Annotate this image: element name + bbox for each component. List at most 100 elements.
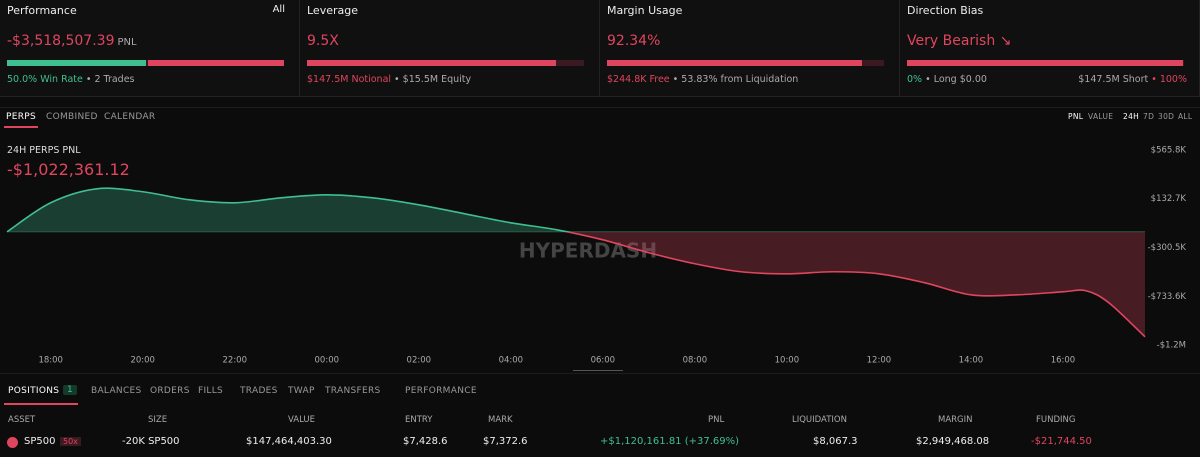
cell: +$1,120,161.81 (+37.69%)	[600, 436, 740, 447]
x-tick-label: 16:00	[1051, 356, 1076, 366]
scroll-indicator	[573, 370, 623, 371]
positions-tab[interactable]: PERFORMANCE	[405, 386, 477, 396]
x-tick-label: 18:00	[38, 356, 63, 366]
cell: $2,949,468.08	[916, 436, 990, 447]
pnl-area	[7, 188, 1145, 337]
positions-tab[interactable]: FILLS	[198, 386, 224, 396]
tab-underline	[4, 126, 38, 128]
x-tick-label: 06:00	[591, 356, 616, 366]
y-tick-label: -$300.5K	[1148, 243, 1187, 253]
metric-toggle[interactable]: VALUE	[1088, 112, 1114, 121]
summary-card: Performance All -$3,518,507.39 PNL 50.0% Win…	[0, 0, 300, 97]
summary-card: Leverage 9.5X $147.5M Notional • $15.5M Equ…	[300, 0, 600, 97]
cell: -20K SP500	[122, 436, 180, 447]
stat: $147.5M Notional	[307, 74, 392, 85]
progress-fill	[607, 60, 862, 66]
column-header[interactable]: MARGIN	[938, 415, 973, 425]
card-value: -$3,518,507.39 PNL	[7, 33, 137, 49]
card-value: 9.5X	[307, 33, 339, 49]
x-tick-label: 12:00	[867, 356, 892, 366]
card-unit: PNL	[117, 37, 137, 48]
chart-tab[interactable]: COMBINED	[46, 112, 98, 122]
positions-tab[interactable]: ORDERS	[150, 386, 190, 396]
progress-bar	[307, 60, 584, 66]
cell: SP500	[24, 436, 56, 447]
positions-tab[interactable]: TWAP	[288, 386, 315, 396]
column-header[interactable]: PNL	[708, 415, 725, 425]
card-stats: 50.0% Win Rate • 2 Trades	[7, 74, 135, 85]
card-value: Very Bearish ↘	[907, 33, 1012, 49]
cell: $7,372.6	[483, 436, 528, 447]
column-header[interactable]: ASSET	[8, 415, 36, 425]
x-tick-label: 22:00	[223, 356, 248, 366]
cell: $8,067.3	[813, 436, 858, 447]
x-tick-label: 02:00	[407, 356, 432, 366]
range-toggle[interactable]: 30D	[1158, 112, 1175, 121]
cell: $147,464,403.30	[246, 436, 332, 447]
stat: $147.5M Short	[1078, 74, 1149, 85]
stat: 50.0% Win Rate	[7, 74, 83, 85]
card-title: Margin Usage	[607, 4, 683, 17]
stat: • $15.5M Equity	[394, 74, 472, 85]
card-stats: $147.5M Short • 100%	[1078, 74, 1187, 85]
column-header[interactable]: MARK	[488, 415, 513, 425]
positions-tab[interactable]: TRANSFERS	[325, 386, 381, 396]
range-toggle[interactable]: ALL	[1178, 112, 1193, 121]
cell: $7,428.6	[403, 436, 448, 447]
stat: • 2 Trades	[85, 74, 135, 85]
y-tick-label: -$1.2M	[1157, 341, 1186, 351]
chart-headline: -$1,022,361.12	[7, 160, 130, 179]
column-header[interactable]: SIZE	[148, 415, 168, 425]
x-tick-label: 10:00	[775, 356, 800, 366]
y-tick-label: $565.8K	[1151, 146, 1187, 156]
card-title: Direction Bias	[907, 4, 984, 17]
progress-fill	[307, 60, 557, 66]
x-tick-label: 14:00	[959, 356, 984, 366]
card-stats: $244.8K Free • 53.83% from Liquidation	[607, 74, 798, 85]
x-tick-label: 20:00	[130, 356, 155, 366]
chart-tab[interactable]: PERPS	[6, 112, 37, 122]
chart-tab[interactable]: CALENDAR	[104, 112, 156, 122]
tab-underline	[4, 403, 78, 405]
cell: 50x	[60, 437, 81, 446]
progress-bar	[907, 60, 1184, 66]
range-toggle[interactable]: 7D	[1143, 112, 1155, 121]
stat: $244.8K Free	[607, 74, 670, 85]
progress-bar	[7, 60, 284, 66]
stat: • 53.83% from Liquidation	[672, 74, 799, 85]
column-header[interactable]: FUNDING	[1036, 415, 1076, 425]
asset-icon	[7, 437, 18, 448]
card-title: Performance	[7, 4, 77, 17]
pnl-line	[6, 187, 1146, 338]
y-tick-label: $132.7K	[1151, 194, 1187, 204]
column-header[interactable]: LIQUIDATION	[792, 415, 847, 425]
y-tick-label: -$733.6K	[1148, 292, 1187, 302]
positions-tab[interactable]: POSITIONS	[8, 386, 60, 396]
stat: 0%	[907, 74, 923, 85]
metric-toggle[interactable]: PNL	[1068, 112, 1084, 121]
positions-tab[interactable]: BALANCES	[91, 386, 142, 396]
column-header[interactable]: ENTRY	[405, 415, 433, 425]
stat: • Long $0.00	[925, 74, 987, 85]
stat: • 100%	[1151, 74, 1187, 85]
range-toggle[interactable]: 24H	[1123, 112, 1140, 121]
column-header[interactable]: VALUE	[288, 415, 315, 425]
chart-title: 24H PERPS PNL	[7, 145, 81, 156]
progress-bar	[607, 60, 884, 66]
progress-fill	[907, 60, 1183, 66]
progress-fill	[7, 60, 146, 66]
positions-tab[interactable]: TRADES	[240, 386, 278, 396]
summary-card: Direction Bias Very Bearish ↘ 0% • Long $0.…	[900, 0, 1200, 97]
cell: -$21,744.50	[1031, 436, 1092, 447]
divider	[0, 107, 1200, 108]
filter-dropdown[interactable]: All	[272, 4, 285, 15]
pnl-chart: HYPERDASH$565.8K$132.7K-$300.5K-$733.6K-…	[6, 146, 1187, 366]
progress-fill	[148, 60, 284, 66]
summary-card: Margin Usage 92.34% $244.8K Free • 53.83% f…	[600, 0, 900, 97]
count-badge: 1	[63, 385, 77, 395]
divider	[0, 373, 1200, 374]
x-tick-label: 04:00	[499, 356, 524, 366]
x-tick-label: 00:00	[315, 356, 340, 366]
x-tick-label: 08:00	[683, 356, 708, 366]
